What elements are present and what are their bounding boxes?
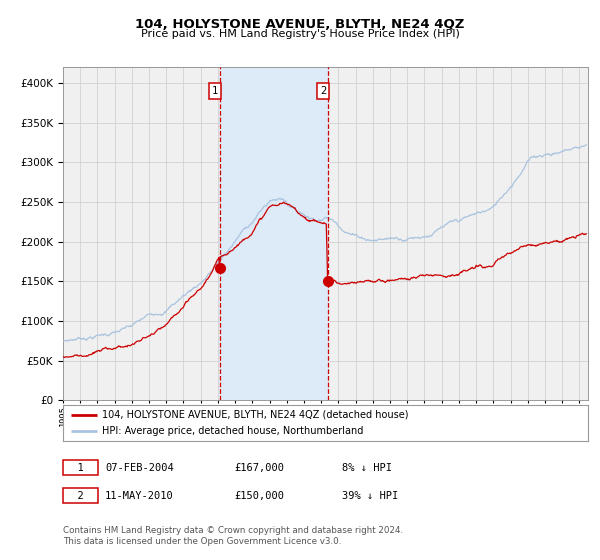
Text: HPI: Average price, detached house, Northumberland: HPI: Average price, detached house, Nort… [103, 426, 364, 436]
Text: 1: 1 [212, 86, 218, 96]
Text: Price paid vs. HM Land Registry's House Price Index (HPI): Price paid vs. HM Land Registry's House … [140, 29, 460, 39]
Text: 2: 2 [65, 491, 96, 501]
Text: 2: 2 [320, 86, 326, 96]
Text: £167,000: £167,000 [234, 463, 284, 473]
Bar [220, 67, 328, 400]
Text: Contains HM Land Registry data © Crown copyright and database right 2024.
This d: Contains HM Land Registry data © Crown c… [63, 526, 403, 546]
Text: 07-FEB-2004: 07-FEB-2004 [105, 463, 174, 473]
Text: 104, HOLYSTONE AVENUE, BLYTH, NE24 4QZ: 104, HOLYSTONE AVENUE, BLYTH, NE24 4QZ [136, 18, 464, 31]
Text: 8% ↓ HPI: 8% ↓ HPI [342, 463, 392, 473]
Text: 11-MAY-2010: 11-MAY-2010 [105, 491, 174, 501]
Text: 104, HOLYSTONE AVENUE, BLYTH, NE24 4QZ (detached house): 104, HOLYSTONE AVENUE, BLYTH, NE24 4QZ (… [103, 410, 409, 420]
Text: 1: 1 [65, 463, 96, 473]
Text: £150,000: £150,000 [234, 491, 284, 501]
Text: 39% ↓ HPI: 39% ↓ HPI [342, 491, 398, 501]
